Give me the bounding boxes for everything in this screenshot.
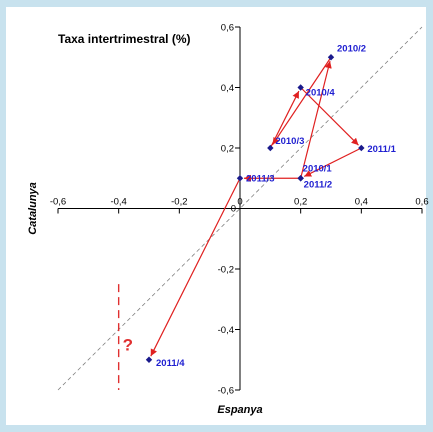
y-tick-label: 0,2 xyxy=(221,144,234,155)
point-2010-2 xyxy=(327,54,335,61)
point-label-2011-1: 2011/1 xyxy=(367,144,396,155)
x-tick-label: -0,4 xyxy=(110,197,126,208)
y-tick-label: 0,4 xyxy=(221,83,234,94)
arrow-2010-4-to-2011-1 xyxy=(300,87,359,146)
point-2011-2 xyxy=(297,175,304,182)
y-tick-label: 0,6 xyxy=(221,23,234,34)
data-points xyxy=(145,54,365,363)
x-tick-label: -0,6 xyxy=(50,197,66,208)
x-axis-title: Espanya xyxy=(217,404,262,416)
y-tick-label: -0,2 xyxy=(218,265,234,276)
axes-group: -0,6 -0,4 -0,2 0 0,2 0,4 0,6 0,6 0,4 0,2 -0,2 -0,4 -… xyxy=(50,23,429,397)
point-2010-3 xyxy=(267,144,274,152)
point-label-2011-3: 2011/3 xyxy=(246,173,275,184)
chart-area xyxy=(6,7,426,425)
point-label-2010-1: 2010/1 xyxy=(303,163,333,174)
point-label-2010-3: 2010/3 xyxy=(275,136,304,147)
y-tick-label: -0,6 xyxy=(218,386,234,397)
x-tick-label: 0,4 xyxy=(355,197,368,208)
question-mark-annotation: ? xyxy=(123,336,133,355)
origin-tick-label: 0 xyxy=(231,204,236,215)
arrow-2010-2-to-2010-3 xyxy=(272,56,332,146)
point-label-2010-2: 2010/2 xyxy=(337,43,366,54)
arrow-2010-1-to-2010-2 xyxy=(300,60,332,179)
y-tick-label: -0,4 xyxy=(218,325,234,336)
arrow-2011-3-to-2011-4 xyxy=(150,177,241,357)
arrow-2011-1-to-2011-2 xyxy=(303,147,362,178)
arrow-2010-3-to-2010-4 xyxy=(269,90,300,149)
x-tick-label: 0 xyxy=(237,197,242,208)
y-axis-title: Catalunya xyxy=(27,182,39,235)
point-label-2011-2: 2011/2 xyxy=(304,179,333,190)
point-2010-4 xyxy=(297,84,304,91)
chart-title: Taxa intertrimestral (%) xyxy=(58,32,191,46)
x-tick-label: -0,2 xyxy=(171,197,187,208)
point-labels: 2010/1 2010/2 2010/3 2010/4 2011/1 2011/2 2011… xyxy=(156,43,397,369)
point-label-2011-4: 2011/4 xyxy=(156,358,185,369)
point-label-2010-4: 2010/4 xyxy=(306,88,336,99)
x-tick-label: 0,2 xyxy=(294,197,307,208)
trajectory-arrows xyxy=(150,56,362,357)
point-2011-4 xyxy=(145,356,153,363)
point-2011-1 xyxy=(358,144,365,152)
annotation-group: ? xyxy=(117,284,133,390)
x-tick-label: 0,6 xyxy=(415,197,428,208)
point-2011-3 xyxy=(236,175,244,182)
